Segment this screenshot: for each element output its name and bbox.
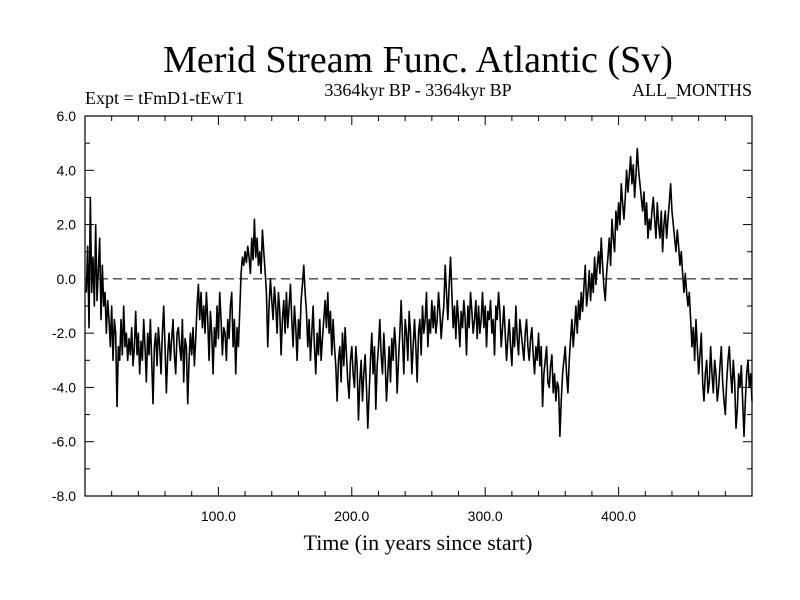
x-axis-label: Time (in years since start): [304, 530, 533, 555]
chart-subtitle-experiment: Expt = tFmD1-tEwT1: [85, 88, 244, 108]
y-tick-label: -8.0: [52, 488, 76, 504]
chart-subtitle-months: ALL_MONTHS: [632, 80, 752, 100]
y-tick-label: 2.0: [57, 217, 77, 233]
y-tick-label: -2.0: [52, 325, 76, 341]
y-tick-label: 0.0: [57, 271, 77, 287]
axes-ticks: 6.0 4.0 2.0 0.0 -2.0 -4.0 -6.0 -8.0 100.0 200.0 30…: [52, 108, 752, 524]
series-line: [85, 147, 753, 438]
chart-subtitle-period: 3364kyr BP - 3364kyr BP: [324, 80, 511, 100]
y-tick-label: -6.0: [52, 434, 76, 450]
y-tick-label: 4.0: [57, 162, 77, 178]
y-tick-label: -4.0: [52, 379, 76, 395]
y-tick-label: 6.0: [57, 108, 77, 124]
x-tick-label: 200.0: [334, 508, 369, 524]
x-tick-label: 100.0: [201, 508, 236, 524]
plot-frame: [84, 115, 753, 497]
x-tick-label: 300.0: [468, 508, 503, 524]
chart-title: Merid Stream Func. Atlantic (Sv): [163, 39, 673, 81]
x-tick-label: 400.0: [601, 508, 636, 524]
